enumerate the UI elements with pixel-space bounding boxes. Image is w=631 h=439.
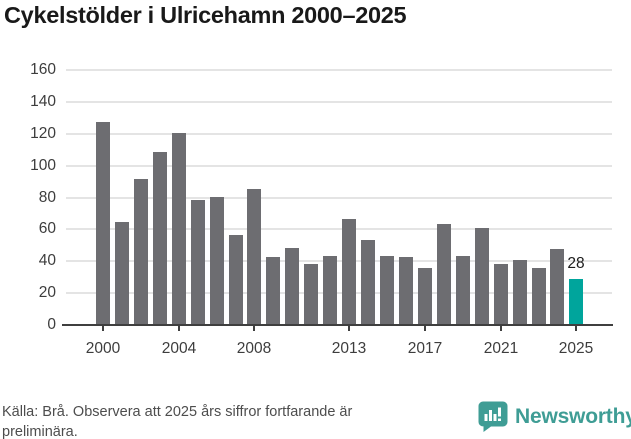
bar-2022 [513, 260, 527, 324]
x-axis-tick [348, 326, 350, 331]
bar-2001 [115, 222, 129, 324]
y-axis-tick-label: 0 [47, 316, 56, 333]
highlight-value-label: 28 [567, 255, 585, 272]
bar-2007 [229, 235, 243, 324]
y-axis-tick-label: 120 [30, 125, 56, 142]
y-axis-tick-label: 160 [30, 61, 56, 78]
x-axis-line [62, 324, 613, 326]
y-axis-tick-label: 40 [38, 252, 56, 269]
bar-2017 [418, 268, 432, 324]
bar-2018 [437, 224, 451, 324]
bar-2025 [569, 279, 583, 324]
bar-2014 [361, 240, 375, 324]
bar-2003 [153, 152, 167, 324]
x-axis-tick-label: 2013 [331, 340, 367, 357]
gridline [66, 260, 612, 262]
x-axis-tick-label: 2021 [483, 340, 519, 357]
y-axis-tick-label: 60 [38, 220, 56, 237]
gridline [66, 228, 612, 230]
bar-2005 [191, 200, 205, 324]
x-axis-tick-label: 2004 [161, 340, 197, 357]
bar-2024 [550, 249, 564, 324]
y-axis-tick-label: 80 [38, 189, 56, 206]
bar-2008 [247, 189, 261, 324]
gridline [66, 197, 612, 199]
gridline [66, 165, 612, 167]
bar-2000 [96, 122, 110, 324]
bar-2015 [380, 256, 394, 324]
bar-2019 [456, 256, 470, 324]
bar-2010 [285, 248, 299, 324]
bar-2013 [342, 219, 356, 324]
newsworthy-logo: Newsworthy [478, 401, 631, 432]
gridline [66, 292, 612, 294]
bar-2009 [266, 257, 280, 324]
bar-2004 [172, 133, 186, 324]
bar-2020 [475, 228, 489, 324]
y-axis-tick-label: 100 [30, 157, 56, 174]
gridline [66, 69, 612, 71]
bar-2016 [399, 257, 413, 324]
bar-2002 [134, 179, 148, 324]
x-axis-tick-label: 2017 [407, 340, 443, 357]
x-axis-tick [575, 326, 577, 331]
newsworthy-logo-icon [478, 401, 508, 432]
newsworthy-logo-text: Newsworthy [515, 404, 631, 428]
x-axis-tick [424, 326, 426, 331]
y-axis-tick-label: 140 [30, 93, 56, 110]
bar-2012 [323, 256, 337, 324]
x-axis-tick [253, 326, 255, 331]
x-axis-tick [178, 326, 180, 331]
x-axis-tick-label: 2000 [85, 340, 121, 357]
x-axis-tick [500, 326, 502, 331]
source-note: Källa: Brå. Observera att 2025 års siffr… [2, 404, 353, 439]
gridline [66, 133, 612, 135]
y-axis-tick-label: 20 [38, 284, 56, 301]
gridline [66, 101, 612, 103]
bar-2006 [210, 197, 224, 324]
chart-title: Cykelstölder i Ulricehamn 2000–2025 [4, 2, 407, 28]
x-axis-tick-label: 2008 [236, 340, 272, 357]
x-axis-tick [102, 326, 104, 331]
bar-2011 [304, 264, 318, 324]
x-axis-tick-label: 2025 [558, 340, 594, 357]
bar-2021 [494, 264, 508, 324]
bar-2023 [532, 268, 546, 324]
